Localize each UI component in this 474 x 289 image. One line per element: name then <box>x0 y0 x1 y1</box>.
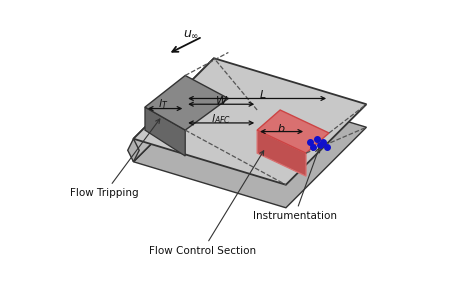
Polygon shape <box>145 107 185 156</box>
Text: Flow Tripping: Flow Tripping <box>70 119 160 198</box>
Polygon shape <box>145 75 228 130</box>
Text: $l_{AFC}$: $l_{AFC}$ <box>211 112 231 125</box>
Polygon shape <box>128 139 139 162</box>
Polygon shape <box>134 58 214 162</box>
Text: $W$: $W$ <box>215 94 228 106</box>
Polygon shape <box>257 110 329 153</box>
Text: $l_T$: $l_T$ <box>158 97 169 111</box>
Text: Instrumentation: Instrumentation <box>253 148 337 221</box>
Polygon shape <box>257 130 306 176</box>
Text: $L$: $L$ <box>259 88 267 100</box>
Polygon shape <box>134 81 366 208</box>
Text: $u_{\infty}$: $u_{\infty}$ <box>183 27 199 40</box>
Text: $b$: $b$ <box>277 122 286 134</box>
Text: Flow Control Section: Flow Control Section <box>149 151 264 256</box>
Polygon shape <box>134 58 366 185</box>
